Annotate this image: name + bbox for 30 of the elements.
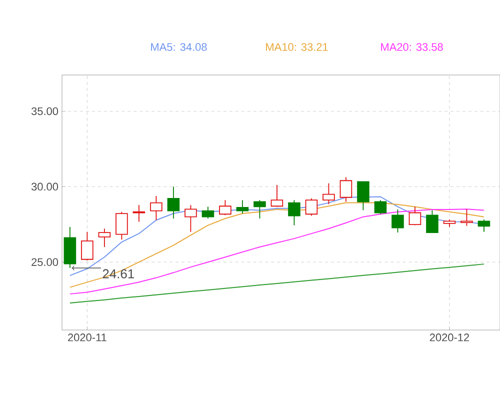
candlestick [426, 210, 438, 233]
candlestick [150, 196, 162, 221]
candlestick [322, 182, 335, 205]
y-tick-label: 30.00 [31, 182, 58, 191]
candlestick [184, 204, 197, 232]
candlestick [81, 231, 94, 261]
candlestick [408, 206, 422, 226]
text: MA20: 33.58 [381, 43, 443, 51]
text: MA10: 33.21 [266, 43, 328, 51]
text: MA5: 34.08 [151, 43, 207, 51]
candlestick [357, 181, 370, 211]
candlestick [219, 200, 232, 216]
candlestick [460, 208, 473, 226]
candlestick [270, 184, 284, 208]
candlestick [98, 228, 111, 248]
candlestick [236, 200, 249, 214]
candlestick [202, 206, 214, 219]
candlestick [254, 200, 266, 219]
candlestick [374, 200, 387, 215]
candlestick [288, 200, 300, 226]
candlestick [478, 219, 490, 232]
candlestick [167, 186, 180, 219]
candlestick [340, 176, 352, 202]
candlestick [305, 198, 318, 216]
x-tick-label: 2020-11 [68, 334, 106, 342]
x-tick-label: 2020-12 [430, 334, 470, 342]
candlestick [116, 211, 128, 240]
y-tick-label: 25.00 [32, 258, 58, 266]
candlestick [392, 208, 404, 233]
y-tick-label: 35.00 [31, 107, 58, 116]
